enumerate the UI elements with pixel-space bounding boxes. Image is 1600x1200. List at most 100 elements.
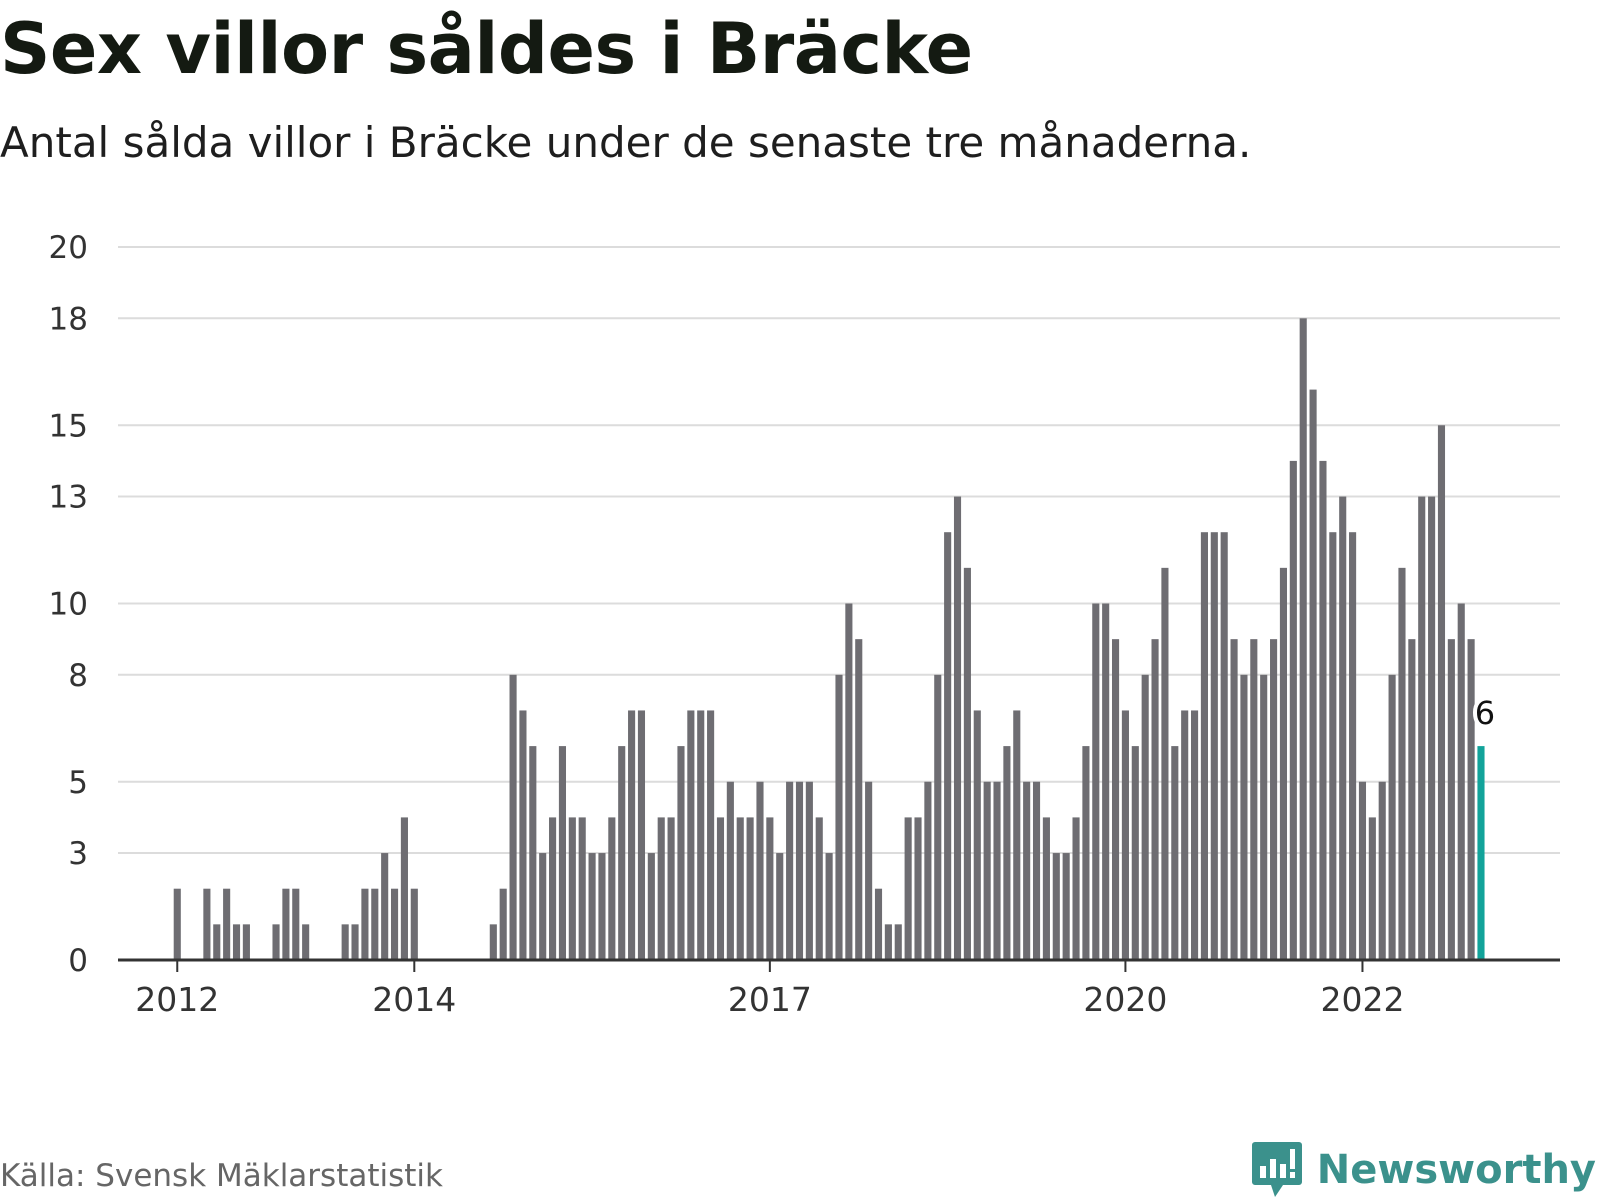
- bar: [1299, 318, 1307, 960]
- bar: [1418, 496, 1426, 960]
- bar: [667, 817, 675, 960]
- bar: [884, 924, 892, 960]
- bar: [588, 853, 596, 960]
- bar: [1092, 603, 1100, 960]
- bar: [1220, 532, 1228, 960]
- bar: [282, 888, 290, 960]
- bar: [795, 781, 804, 960]
- bar: [351, 924, 359, 960]
- bar: [1141, 674, 1149, 960]
- bar: [766, 817, 774, 960]
- bar: [1329, 532, 1337, 960]
- bar: [223, 888, 231, 960]
- y-tick-label: 20: [49, 230, 88, 266]
- bar: [509, 674, 517, 960]
- x-axis-ticks: 2012 2014 2017 2020 2022: [135, 960, 1404, 1019]
- bar: [213, 924, 221, 960]
- x-tick-label: 2017: [728, 980, 812, 1019]
- bar: [1398, 567, 1406, 960]
- bar: [687, 710, 695, 960]
- bar: [173, 888, 181, 960]
- bar-chart: 0 3 5 8 10 13 15 18 20 2012 2014 2017 2020 2022 6: [49, 230, 1560, 1019]
- bar: [519, 710, 527, 960]
- bar: [677, 746, 685, 960]
- bar: [904, 817, 912, 960]
- bar: [628, 710, 636, 960]
- bar: [292, 888, 300, 960]
- bar: [1447, 639, 1455, 960]
- bar: [203, 888, 211, 960]
- bar: [302, 924, 310, 960]
- y-axis-ticks: 0 3 5 8 10 13 15 18 20: [49, 230, 88, 979]
- data-label: 6: [1475, 694, 1495, 732]
- x-tick-label: 2012: [135, 980, 219, 1019]
- bar: [598, 853, 606, 960]
- bar: [1289, 460, 1297, 960]
- bar: [1013, 710, 1021, 960]
- bar: [805, 781, 813, 960]
- bar: [637, 710, 646, 960]
- bar: [1032, 781, 1041, 960]
- bar: [845, 603, 853, 960]
- bar: [944, 532, 952, 960]
- x-tick-label: 2020: [1083, 980, 1167, 1019]
- bar: [618, 746, 626, 960]
- bar: [953, 496, 962, 960]
- bar: [390, 888, 399, 960]
- bar: [499, 888, 507, 960]
- bar: [1378, 781, 1386, 960]
- bar: [647, 853, 655, 960]
- bar: [934, 674, 942, 960]
- bar: [1339, 496, 1347, 960]
- bar: [242, 924, 250, 960]
- bar: [1200, 532, 1208, 960]
- bar: [1309, 389, 1317, 961]
- bar: [400, 817, 408, 960]
- bar: [716, 817, 725, 960]
- bar: [1072, 817, 1080, 960]
- bar: [1270, 639, 1278, 960]
- bar: [657, 817, 665, 960]
- bar: [1388, 674, 1396, 960]
- y-tick-label: 15: [49, 408, 88, 444]
- bar: [568, 817, 576, 960]
- bar: [1240, 674, 1248, 960]
- y-tick-label: 13: [49, 480, 88, 516]
- bar: [410, 888, 418, 960]
- x-tick-label: 2014: [372, 980, 456, 1019]
- bar: [1349, 532, 1357, 960]
- bar: [578, 817, 586, 960]
- bar: [1151, 639, 1159, 960]
- bar: [855, 639, 863, 960]
- bar: [1319, 460, 1327, 960]
- bar: [381, 853, 389, 960]
- bar: [736, 817, 744, 960]
- bar: [1102, 603, 1110, 960]
- bar: [865, 781, 873, 960]
- bar: [539, 853, 547, 960]
- bar: [1171, 746, 1179, 960]
- bar: [232, 924, 241, 960]
- bar: [1368, 817, 1376, 960]
- y-tick-label: 10: [49, 587, 88, 623]
- bar: [776, 853, 784, 960]
- bar: [1279, 567, 1288, 960]
- bar: [894, 924, 902, 960]
- bar: [1121, 710, 1129, 960]
- bar: [1467, 639, 1475, 960]
- bar: [1042, 817, 1050, 960]
- y-tick-label: 18: [49, 301, 88, 337]
- bar: [1408, 639, 1416, 960]
- bar: [1082, 746, 1090, 960]
- bar: [1191, 710, 1199, 960]
- x-tick-label: 2022: [1320, 980, 1404, 1019]
- bar: [1052, 853, 1060, 960]
- bar: [361, 888, 369, 960]
- bar: [341, 924, 349, 960]
- bar: [963, 567, 971, 960]
- bar: [924, 781, 932, 960]
- chart-title: Sex villor såldes i Bräcke: [0, 8, 973, 90]
- bar: [786, 781, 794, 960]
- chart-subtitle: Antal sålda villor i Bräcke under de sen…: [0, 118, 1252, 167]
- bars: [173, 318, 1485, 961]
